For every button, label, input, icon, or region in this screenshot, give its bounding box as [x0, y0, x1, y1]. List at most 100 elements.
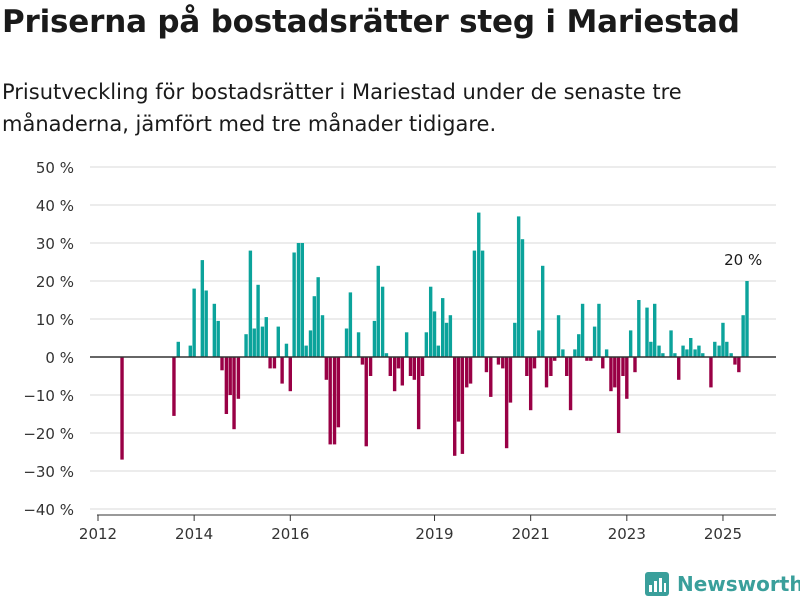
bar-negative [268, 357, 272, 369]
bar-positive [348, 292, 353, 357]
x-axis: 2012 2014 2016 2019 2021 2023 2025 [79, 514, 776, 543]
bar-positive [653, 303, 657, 357]
bar-negative [232, 357, 236, 430]
bar-positive [673, 353, 677, 357]
bar-positive [693, 349, 697, 357]
bar-positive [404, 332, 409, 357]
bar-positive [276, 326, 280, 357]
bar-positive [661, 353, 665, 357]
bar-negative [324, 357, 329, 380]
bar-positive [260, 326, 265, 357]
bar-positive [580, 303, 585, 357]
bar-positive [296, 243, 301, 357]
bar-positive [604, 349, 609, 357]
bar-positive [649, 341, 653, 357]
bar-positive [685, 349, 689, 357]
bar-negative [280, 357, 284, 384]
x-tick-label: 2023 [608, 525, 646, 543]
bar-negative [484, 357, 489, 373]
bar-positive [697, 345, 701, 357]
bar-positive [645, 307, 649, 357]
bar-positive [440, 298, 445, 357]
bar-negative [508, 357, 513, 403]
bar-negative [288, 357, 292, 392]
bar-negative [625, 357, 629, 399]
bar-negative [272, 357, 277, 369]
bar-positive [444, 322, 449, 357]
y-tick-label: −40 % [23, 501, 74, 519]
bar-negative [460, 357, 465, 454]
bar-positive [212, 303, 217, 357]
bar-positive [537, 330, 541, 357]
y-tick-label: 50 % [36, 159, 74, 177]
bar-negative [416, 357, 421, 430]
bar-negative [733, 357, 737, 365]
x-tick-label: 2025 [704, 525, 742, 543]
bar-negative [489, 357, 493, 397]
bar-positive [316, 277, 320, 357]
bar-positive [256, 284, 260, 357]
bar-positive [477, 212, 481, 357]
bar-positive [540, 265, 545, 357]
bar-positive [284, 343, 289, 357]
bar-positive [721, 322, 725, 357]
bar-positive [432, 311, 437, 357]
bar-positive [320, 315, 325, 357]
bar-positive [561, 349, 565, 357]
y-tick-label: −10 % [23, 387, 74, 405]
bar-positive [312, 296, 317, 357]
bars [120, 212, 749, 460]
bar-negative [236, 357, 241, 399]
bar-positive [725, 341, 729, 357]
bar-negative [496, 357, 501, 365]
bar-positive [556, 315, 561, 357]
bar-negative [525, 357, 529, 376]
bar-negative [328, 357, 332, 445]
bar-positive [713, 341, 717, 357]
y-tick-label: −30 % [23, 463, 74, 481]
bar-positive [380, 286, 385, 357]
bar-positive [745, 281, 749, 357]
bar-negative [737, 357, 741, 373]
bar-positive [248, 250, 253, 357]
bar-negative [400, 357, 405, 386]
bar-positive [669, 330, 673, 357]
bar-positive [428, 286, 433, 357]
bar-positive [513, 322, 517, 357]
bar-positive [681, 345, 685, 357]
y-tick-label: 30 % [36, 235, 74, 253]
bar-negative [228, 357, 232, 395]
bar-positive [436, 345, 441, 357]
bar-negative [420, 357, 425, 376]
bar-positive [356, 332, 361, 357]
x-tick-label: 2016 [271, 525, 309, 543]
bar-negative [364, 357, 368, 447]
bar-negative [616, 357, 621, 433]
bar-negative [392, 357, 397, 392]
bar-negative [412, 357, 417, 380]
bar-negative [549, 357, 553, 376]
bar-negative [465, 357, 469, 388]
bar-positive [689, 338, 693, 357]
bar-positive [741, 315, 745, 357]
bar-negative [453, 357, 457, 456]
bar-positive [597, 303, 601, 357]
bar-positive [216, 320, 220, 357]
x-tick-label: 2021 [512, 525, 550, 543]
bar-positive [344, 328, 349, 357]
bar-negative [468, 357, 473, 384]
bar-positive [204, 290, 208, 357]
bar-negative [532, 357, 537, 369]
bar-positive [516, 216, 521, 357]
bar-negative [709, 357, 713, 388]
bar-positive [304, 345, 308, 357]
bar-positive [577, 334, 581, 357]
bar-negative [613, 357, 617, 388]
bar-positive [657, 345, 661, 357]
bar-negative [677, 357, 681, 380]
bar-positive [308, 330, 313, 357]
bar-negative [609, 357, 613, 392]
bar-positive [628, 330, 633, 357]
bar-positive [188, 345, 192, 357]
